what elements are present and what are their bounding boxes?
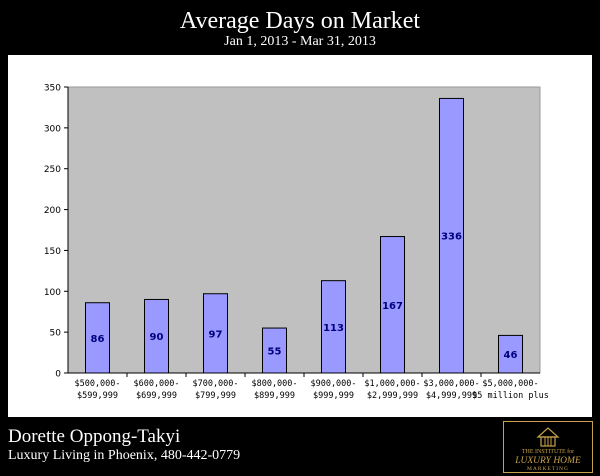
y-tick-label: 300 bbox=[44, 124, 61, 134]
x-tick-label: $900,000- bbox=[310, 379, 356, 389]
house-icon bbox=[536, 427, 560, 447]
logo-text-top: THE INSTITUTE for bbox=[522, 448, 574, 455]
y-tick-label: 0 bbox=[55, 370, 61, 380]
x-tick-label: $5,000,000- bbox=[482, 379, 538, 389]
x-tick-label: $500,000- bbox=[74, 379, 120, 389]
x-tick-label: $1,000,000- bbox=[364, 379, 420, 389]
bar-value-label: 97 bbox=[209, 329, 223, 340]
y-tick-label: 150 bbox=[44, 247, 61, 257]
chart-subtitle: Jan 1, 2013 - Mar 31, 2013 bbox=[224, 34, 376, 49]
agent-tagline: Luxury Living in Phoenix, 480-442-0779 bbox=[8, 448, 241, 463]
x-tick-label: $4,999,999 bbox=[426, 391, 477, 401]
logo-text-bottom: MARKETING bbox=[527, 466, 569, 472]
bar bbox=[262, 327, 287, 374]
bar-value-label: 46 bbox=[504, 350, 518, 361]
x-tick-label: $799,999 bbox=[195, 391, 236, 401]
x-tick-label: $699,999 bbox=[136, 391, 177, 401]
x-tick-label: $599,999 bbox=[77, 391, 118, 401]
bar-value-label: 90 bbox=[150, 332, 164, 343]
bar bbox=[380, 236, 405, 374]
x-tick-label: $800,000- bbox=[251, 379, 297, 389]
x-tick-label: $899,999 bbox=[254, 391, 295, 401]
y-tick-label: 200 bbox=[44, 206, 61, 216]
x-tick-label: $600,000- bbox=[133, 379, 179, 389]
y-tick-label: 350 bbox=[44, 84, 61, 94]
x-tick-label: $2,999,999 bbox=[367, 391, 418, 401]
bar-value-label: 336 bbox=[441, 232, 462, 243]
y-tick-label: 250 bbox=[44, 165, 61, 175]
bar bbox=[321, 280, 346, 374]
x-tick-label: $5 million plus bbox=[472, 391, 549, 401]
y-tick-label: 50 bbox=[50, 329, 62, 339]
bar bbox=[144, 298, 169, 374]
agent-name: Dorette Oppong-Takyi bbox=[8, 426, 181, 447]
chart-title: Average Days on Market bbox=[179, 8, 421, 34]
bar bbox=[203, 293, 228, 374]
x-tick-label: $3,000,000- bbox=[423, 379, 479, 389]
bar bbox=[85, 302, 110, 374]
chart-panel: 0 50 100 150 200 250 300 350 86 $500,000- $599,999… bbox=[8, 55, 592, 417]
logo-text-main: LUXURY HOME bbox=[514, 456, 581, 466]
plot-area bbox=[67, 86, 541, 374]
luxury-home-logo: THE INSTITUTE for LUXURY HOME MARKETING bbox=[503, 421, 593, 473]
y-tick-label: 100 bbox=[44, 288, 61, 298]
bar bbox=[439, 97, 464, 374]
x-tick-label: $700,000- bbox=[192, 379, 238, 389]
bar-value-label: 167 bbox=[382, 301, 403, 312]
bar bbox=[498, 334, 523, 374]
bar-value-label: 86 bbox=[91, 334, 105, 345]
bar-value-label: 55 bbox=[268, 347, 282, 358]
bar-chart: 0 50 100 150 200 250 300 350 86 $500,000- $599,999… bbox=[44, 84, 549, 402]
x-tick-label: $999,999 bbox=[313, 391, 354, 401]
bar-value-label: 113 bbox=[323, 323, 344, 334]
